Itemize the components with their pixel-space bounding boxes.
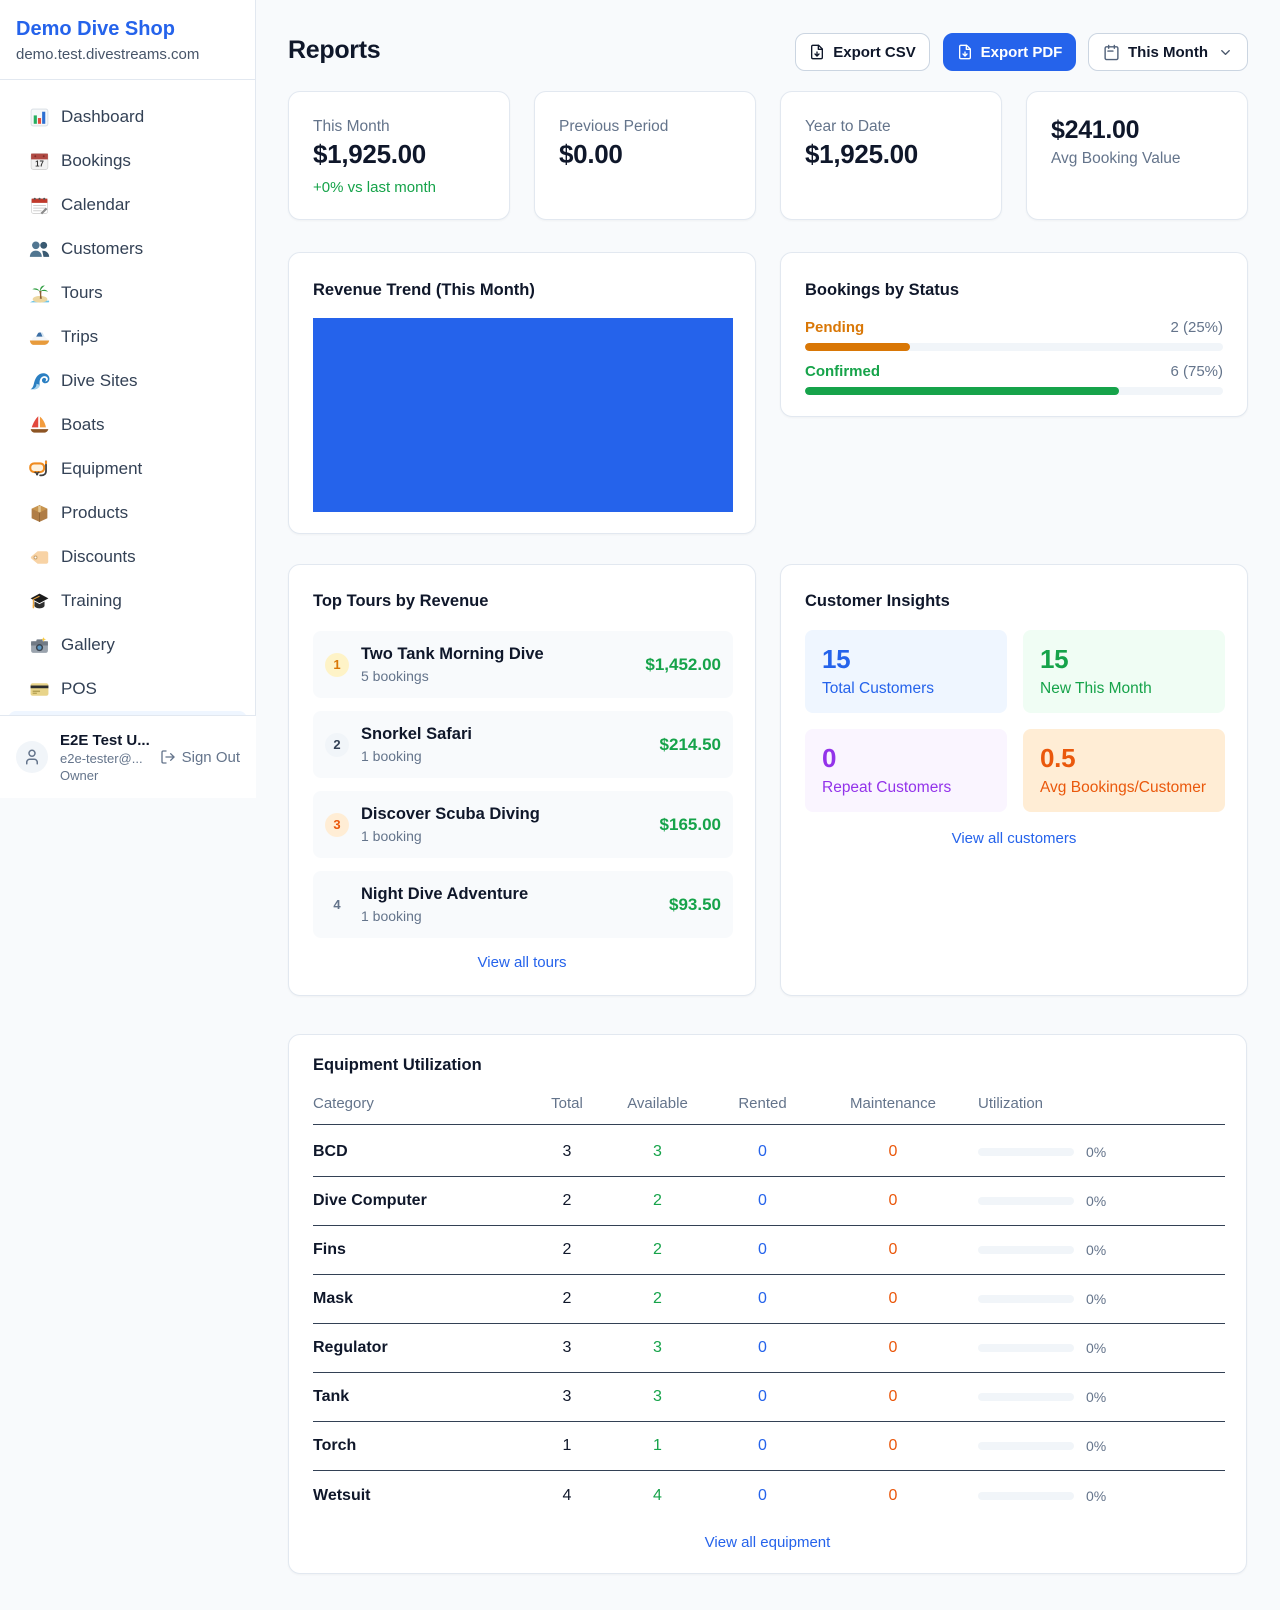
svg-text:17: 17: [35, 159, 44, 168]
